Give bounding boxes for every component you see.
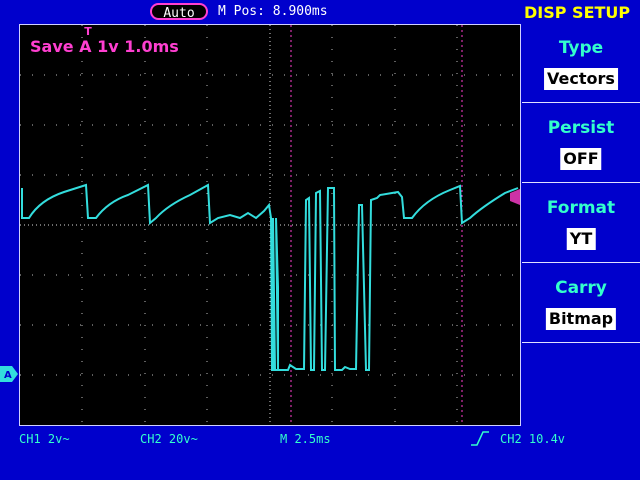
trigger-level-marker [510,189,520,205]
menu-option-carry[interactable]: Carry Bitmap [522,264,640,343]
svg-text:T: T [84,25,92,38]
option-label: Format [546,198,616,218]
menu-title: DISP SETUP [524,3,631,22]
saved-waveform-label: Save A 1v 1.0ms [30,37,179,56]
channel-ground-marker: A [0,366,18,382]
ch1-scale: CH1 2v~ [19,432,70,446]
waveform-svg: T [20,25,520,425]
cursor-lines [290,25,463,425]
menu-option-persist[interactable]: Persist OFF [522,104,640,183]
option-value: OFF [560,148,602,170]
svg-text:A: A [4,370,12,381]
option-label: Type [558,38,604,58]
menu-option-format[interactable]: Format YT [522,184,640,263]
waveform-display: Save A 1v 1.0ms T [19,24,521,426]
waveform-trace [21,183,519,371]
trigger-position-marker: T [84,25,92,38]
ch2-scale: CH2 20v~ [140,432,198,446]
trigger-readout: CH2 10.4v [500,432,566,446]
menu-option-type[interactable]: Type Vectors [522,24,640,103]
top-status-bar [0,0,640,24]
rising-edge-icon [470,430,490,446]
horizontal-position-readout: M Pos: 8.900ms [218,4,328,19]
option-label: Persist [547,118,615,138]
option-label: Carry [555,278,607,298]
trigger-mode-badge[interactable]: Auto [150,3,208,21]
center-axes [20,25,520,425]
display-setup-menu: Type Vectors Persist OFF Format YT Carry… [522,24,640,426]
option-value: YT [566,228,596,250]
timebase-readout: M 2.5ms [280,432,331,446]
bottom-status-bar: CH1 2v~ CH2 20v~ M 2.5ms CH2 10.4v [0,428,640,480]
option-value: Bitmap [545,308,617,330]
option-value: Vectors [544,68,618,90]
